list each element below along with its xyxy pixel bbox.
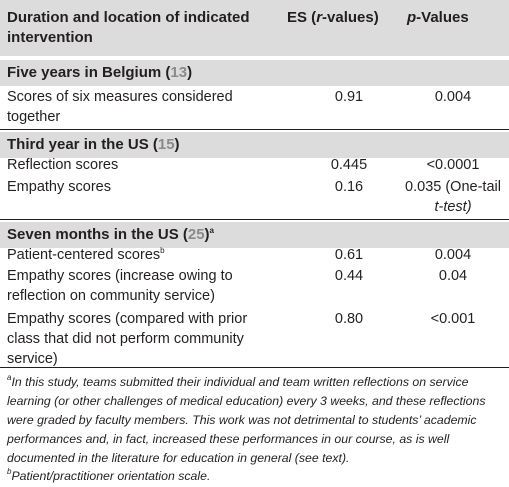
header-es-r-values: ES (r-values) — [287, 9, 379, 26]
footnote-b: bPatient/practitioner orientation scale. — [7, 467, 211, 484]
row-label: Reflection scores — [7, 157, 119, 173]
row-es-value: 0.80 — [334, 311, 364, 327]
row-label: Empathy scores (increase owing to reflect… — [7, 268, 233, 304]
row-p-value: 0.004 — [434, 89, 472, 105]
table-bottom-rule — [0, 367, 509, 368]
section-divider — [0, 219, 509, 220]
row-es-value: 0.91 — [334, 89, 364, 105]
row-es-value: 0.16 — [334, 179, 364, 195]
header-p-values: p-Values — [407, 9, 469, 26]
section-title-belgium: Five years in Belgium (13) — [7, 64, 193, 81]
table-header — [0, 0, 509, 56]
row-p-value: <0.0001 — [426, 157, 480, 173]
section-header — [0, 222, 509, 248]
section-header — [0, 132, 509, 158]
row-p-value: 0.04 — [438, 268, 468, 284]
row-es-value: 0.44 — [334, 268, 364, 284]
row-label: Patient-centered scoresb — [7, 246, 165, 264]
row-p-value: 0.004 — [434, 247, 472, 263]
row-es-value: 0.445 — [330, 157, 368, 173]
row-es-value: 0.61 — [334, 247, 364, 263]
header-duration-location: Duration and location of indicated interv… — [7, 9, 250, 46]
section-title-seven-months-us: Seven months in the US (25)a — [7, 226, 214, 243]
row-p-value: 0.035 (One-tail t-test) — [405, 179, 501, 215]
section-title-third-year-us: Third year in the US (15) — [7, 136, 180, 153]
row-p-value: <0.001 — [430, 311, 476, 327]
footnote-a: aIn this study, teams submitted their in… — [7, 373, 486, 466]
row-label: Empathy scores (compared with prior class… — [7, 311, 248, 367]
section-header — [0, 60, 509, 86]
section-divider — [0, 129, 509, 130]
row-label: Scores of six measures considered togethe… — [7, 89, 233, 125]
row-label: Empathy scores — [7, 179, 111, 195]
